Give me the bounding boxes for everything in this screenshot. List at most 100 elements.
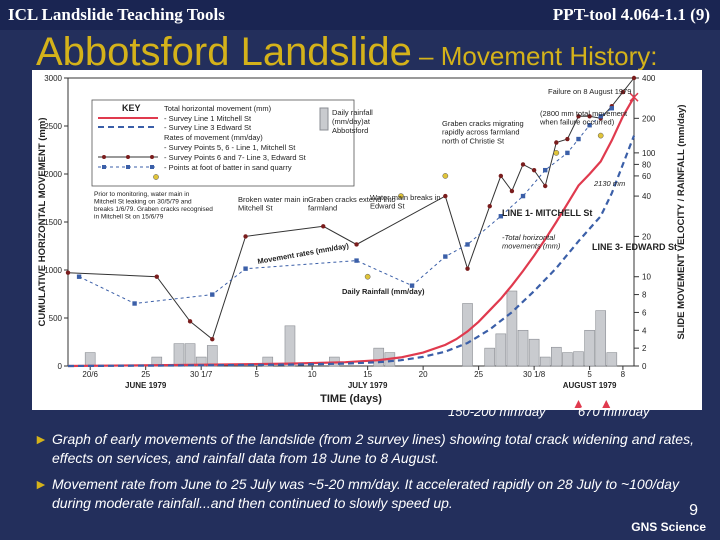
rate-point-edward <box>543 167 548 173</box>
y-right-tick-label: 4 <box>642 326 647 335</box>
rainfall-bar <box>495 333 507 367</box>
failure-marker-icon <box>629 92 639 102</box>
rate-point-mitchell <box>154 274 159 279</box>
chart-annotation-line: when failure occurred) <box>539 118 615 127</box>
rate-point-edward <box>520 193 526 199</box>
rainfall-bar <box>506 290 518 367</box>
y-left-tick-label: 3000 <box>44 74 62 83</box>
chart-annotation-line: Daily Rainfall (mm/day) <box>342 287 425 296</box>
key-item: - Survey Points 5, 6 - Line 1, Mitchell … <box>164 143 296 152</box>
key-swatch-rate3-point <box>126 165 130 169</box>
x-tick-label: 30 1/7 <box>190 370 213 379</box>
chart-annotation: Prior to monitoring, water main in Mitche… <box>94 191 213 220</box>
key-swatch-rate1-point <box>102 155 106 159</box>
rate-point-mitchell <box>520 162 526 167</box>
chart-annotation: LINE 3- EDWARD St <box>592 242 677 252</box>
chart-annotation: Failure on 8 August 1979 <box>548 87 631 96</box>
chart-annotation-line: breaks 1/6/79. Graben cracks recognised <box>94 206 213 213</box>
x-tick-label: 8 <box>621 370 626 379</box>
rainfall-bar <box>373 347 385 367</box>
rainfall-bar <box>262 356 274 367</box>
chart-annotation: -Total horizontal movements (mm) <box>502 233 561 251</box>
chart-annotation: Broken water main in Mitchell St <box>238 195 308 213</box>
y-left-tick-label: 1500 <box>44 218 62 227</box>
y-right-tick-label: 400 <box>642 74 656 83</box>
key-title: KEY <box>122 103 141 113</box>
rainfall-bar <box>184 343 196 367</box>
rate-point-edward <box>132 301 137 306</box>
chart-annotation-line: Graben cracks extend into <box>308 195 396 204</box>
chart-annotation-line: rapidly across farmland <box>442 128 520 137</box>
y-right-tick-label: 80 <box>642 160 651 169</box>
y-left-tick-label: 2500 <box>44 122 62 131</box>
chart-annotation-line: movements (mm) <box>502 242 561 251</box>
key-swatch-rate1-point <box>126 155 130 159</box>
key-rain-label: Abbotsford <box>332 126 368 135</box>
page-number: 9 <box>689 502 698 519</box>
rate-point-quarry <box>597 132 604 139</box>
key-item: - Survey Line 3 Edward St <box>164 123 252 132</box>
rate-point-edward <box>609 106 615 111</box>
rate-point-mitchell <box>554 140 559 145</box>
y-right-tick-label: 8 <box>642 291 647 300</box>
rate-point-mitchell <box>321 224 326 229</box>
rate-point-quarry <box>553 150 560 156</box>
rainfall-bar <box>573 351 584 367</box>
key-item: Rates of movement (mm/day) <box>164 133 263 142</box>
title-sub: – Movement History: <box>411 41 658 71</box>
x-tick-label: 20 <box>419 370 428 379</box>
chart-annotation-line: farmland <box>308 204 337 213</box>
rate-point-mitchell <box>498 173 504 179</box>
chart-annotation-line: in Mitchell St on 15/6/79 <box>94 213 164 220</box>
rate-point-quarry <box>364 273 371 280</box>
rate-point-edward <box>210 292 215 297</box>
chart-annotation: (2800 mm total movement when failure occu… <box>539 109 628 127</box>
chart-annotation: 2130 mm <box>593 179 625 188</box>
x-tick-label: 25 <box>474 370 483 379</box>
key-item: Total horizontal movement (mm) <box>164 104 272 113</box>
chart-annotation: LINE 1- MITCHELL St <box>502 208 592 218</box>
rainfall-bar <box>606 352 618 367</box>
rate-point-edward <box>354 258 359 263</box>
y-right-tick-label: 6 <box>642 308 647 317</box>
rate-point-mitchell <box>576 114 581 119</box>
chart-annotation-line: Failure on 8 August 1979 <box>548 87 631 96</box>
header-right: PPT-tool 4.064-1.1 (9) <box>552 5 710 24</box>
bullet-text: Graph of early movements of the landslid… <box>52 431 694 466</box>
rate-point-mitchell <box>509 188 515 194</box>
chart-annotation-line: Water main breaks in <box>370 193 441 202</box>
chart-annotation-line: LINE 1- MITCHELL St <box>502 208 592 218</box>
rate-point-mitchell <box>65 270 71 275</box>
chart-annotation-line: (2800 mm total movement <box>540 109 628 118</box>
x-tick-label: 25 <box>141 370 150 379</box>
y-left-tick-label: 0 <box>58 362 63 371</box>
month-label: JULY 1979 <box>348 381 388 390</box>
rainfall-bar <box>173 343 185 367</box>
rainfall-bar <box>562 352 573 367</box>
rate-point-mitchell <box>443 193 448 199</box>
key-swatch-rain <box>319 107 329 131</box>
rainfall-bar <box>484 347 496 367</box>
rate-point-edward <box>587 123 592 128</box>
x-tick-label: 15 <box>363 370 372 379</box>
header-left: ICL Landslide Teaching Tools <box>8 5 225 24</box>
chart-annotation-line: -Total horizontal <box>502 233 555 242</box>
bullet-arrow-icon: ► <box>34 476 48 492</box>
rate-point-mitchell <box>465 266 470 271</box>
x-axis-title: TIME (days) <box>320 393 382 405</box>
rate-point-edward <box>409 283 415 288</box>
rainfall-bar <box>284 325 296 367</box>
rate-point-edward <box>498 214 504 219</box>
rate-point-edward <box>76 274 82 279</box>
rain-note-left: 150-200 mm/day <box>448 404 546 419</box>
chart-annotation-line: Mitchell St leaking on 30/5/79 and <box>94 198 192 205</box>
x-tick-label: 5 <box>587 370 592 379</box>
rate-point-edward <box>576 136 581 142</box>
rainfall-bar <box>595 310 607 367</box>
rain-note-right: 670 mm/day <box>578 404 650 419</box>
rainfall-bar <box>517 329 529 367</box>
rate-point-mitchell <box>210 337 215 342</box>
y-right-tick-label: 200 <box>642 114 656 123</box>
key-swatch-rate3-point <box>102 165 106 169</box>
rate-point-quarry <box>398 193 404 199</box>
